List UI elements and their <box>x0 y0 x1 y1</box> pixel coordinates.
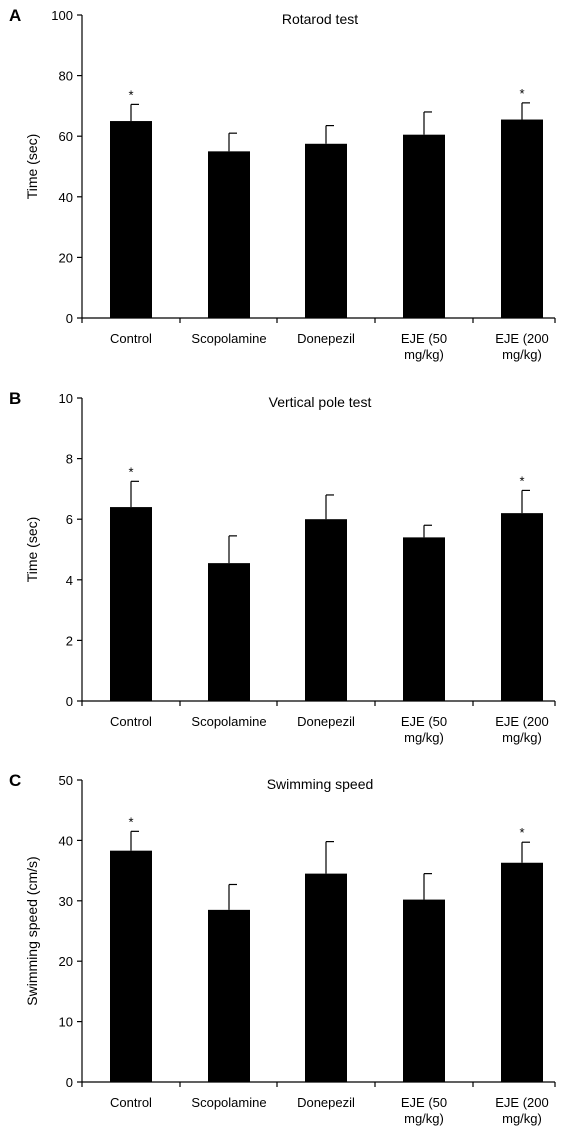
panel-label: B <box>9 389 21 408</box>
chart-panel-c: C Swimming speed 0 10 20 30 40 50 Swimming speed… <box>9 771 556 1126</box>
y-tick-label: 0 <box>66 1075 73 1090</box>
chart-panel-b: B Vertical pole test 0 2 4 6 8 10 Time (sec) * Con… <box>9 389 556 745</box>
x-category-label: Control <box>110 331 152 346</box>
x-category-label: EJE (50 <box>401 331 447 346</box>
y-tick-label: 0 <box>66 311 73 326</box>
bar <box>110 507 152 701</box>
bar <box>208 151 250 318</box>
y-tick-label: 20 <box>59 954 73 969</box>
bar <box>403 537 445 701</box>
bar <box>305 519 347 701</box>
chart-title: Vertical pole test <box>269 394 372 410</box>
y-tick-label: 0 <box>66 694 73 709</box>
x-category-label: Donepezil <box>297 1095 355 1110</box>
significance-mark: * <box>128 814 133 829</box>
x-category-label: EJE (200 <box>495 331 548 346</box>
x-category-label: Control <box>110 1095 152 1110</box>
y-tick-label: 50 <box>59 773 73 788</box>
y-tick-label: 8 <box>66 452 73 467</box>
panel-label: C <box>9 771 21 790</box>
bar <box>208 563 250 701</box>
x-category-label: mg/kg) <box>502 347 542 362</box>
x-category-label: Scopolamine <box>191 1095 266 1110</box>
bar <box>501 513 543 701</box>
panel-label: A <box>9 6 21 25</box>
bar <box>501 862 543 1082</box>
bar <box>110 850 152 1082</box>
bar <box>501 119 543 318</box>
x-category-label: EJE (50 <box>401 714 447 729</box>
y-tick-label: 20 <box>59 250 73 265</box>
y-tick-label: 40 <box>59 190 73 205</box>
bar <box>403 899 445 1082</box>
bar <box>110 121 152 318</box>
y-tick-label: 100 <box>51 8 73 23</box>
bar <box>403 134 445 318</box>
y-tick-label: 60 <box>59 129 73 144</box>
chart-title: Rotarod test <box>282 11 358 27</box>
significance-mark: * <box>519 825 524 840</box>
x-category-label: mg/kg) <box>404 347 444 362</box>
x-category-label: mg/kg) <box>502 730 542 745</box>
chart-panel-a: A Rotarod test 0 20 40 60 80 100 Time (sec) * Cont… <box>9 6 556 362</box>
x-category-label: mg/kg) <box>502 1111 542 1126</box>
significance-mark: * <box>128 87 133 102</box>
x-category-label: Donepezil <box>297 714 355 729</box>
x-category-label: Scopolamine <box>191 331 266 346</box>
y-tick-label: 4 <box>66 573 73 588</box>
x-category-label: mg/kg) <box>404 1111 444 1126</box>
x-category-label: EJE (200 <box>495 714 548 729</box>
significance-mark: * <box>519 86 524 101</box>
y-tick-label: 80 <box>59 69 73 84</box>
bar <box>305 873 347 1082</box>
y-tick-label: 30 <box>59 894 73 909</box>
y-tick-label: 2 <box>66 633 73 648</box>
x-category-label: EJE (200 <box>495 1095 548 1110</box>
y-axis-label: Time (sec) <box>24 134 40 200</box>
x-category-label: EJE (50 <box>401 1095 447 1110</box>
y-tick-label: 40 <box>59 833 73 848</box>
bar <box>305 143 347 318</box>
significance-mark: * <box>519 473 524 488</box>
y-tick-label: 10 <box>59 1015 73 1030</box>
chart-title: Swimming speed <box>267 776 374 792</box>
x-category-label: mg/kg) <box>404 730 444 745</box>
significance-mark: * <box>128 464 133 479</box>
y-axis-label: Time (sec) <box>24 517 40 583</box>
bar <box>208 909 250 1082</box>
y-tick-label: 6 <box>66 512 73 527</box>
x-category-label: Donepezil <box>297 331 355 346</box>
x-category-label: Control <box>110 714 152 729</box>
y-tick-label: 10 <box>59 391 73 406</box>
y-axis-label: Swimming speed (cm/s) <box>24 856 40 1005</box>
x-category-label: Scopolamine <box>191 714 266 729</box>
